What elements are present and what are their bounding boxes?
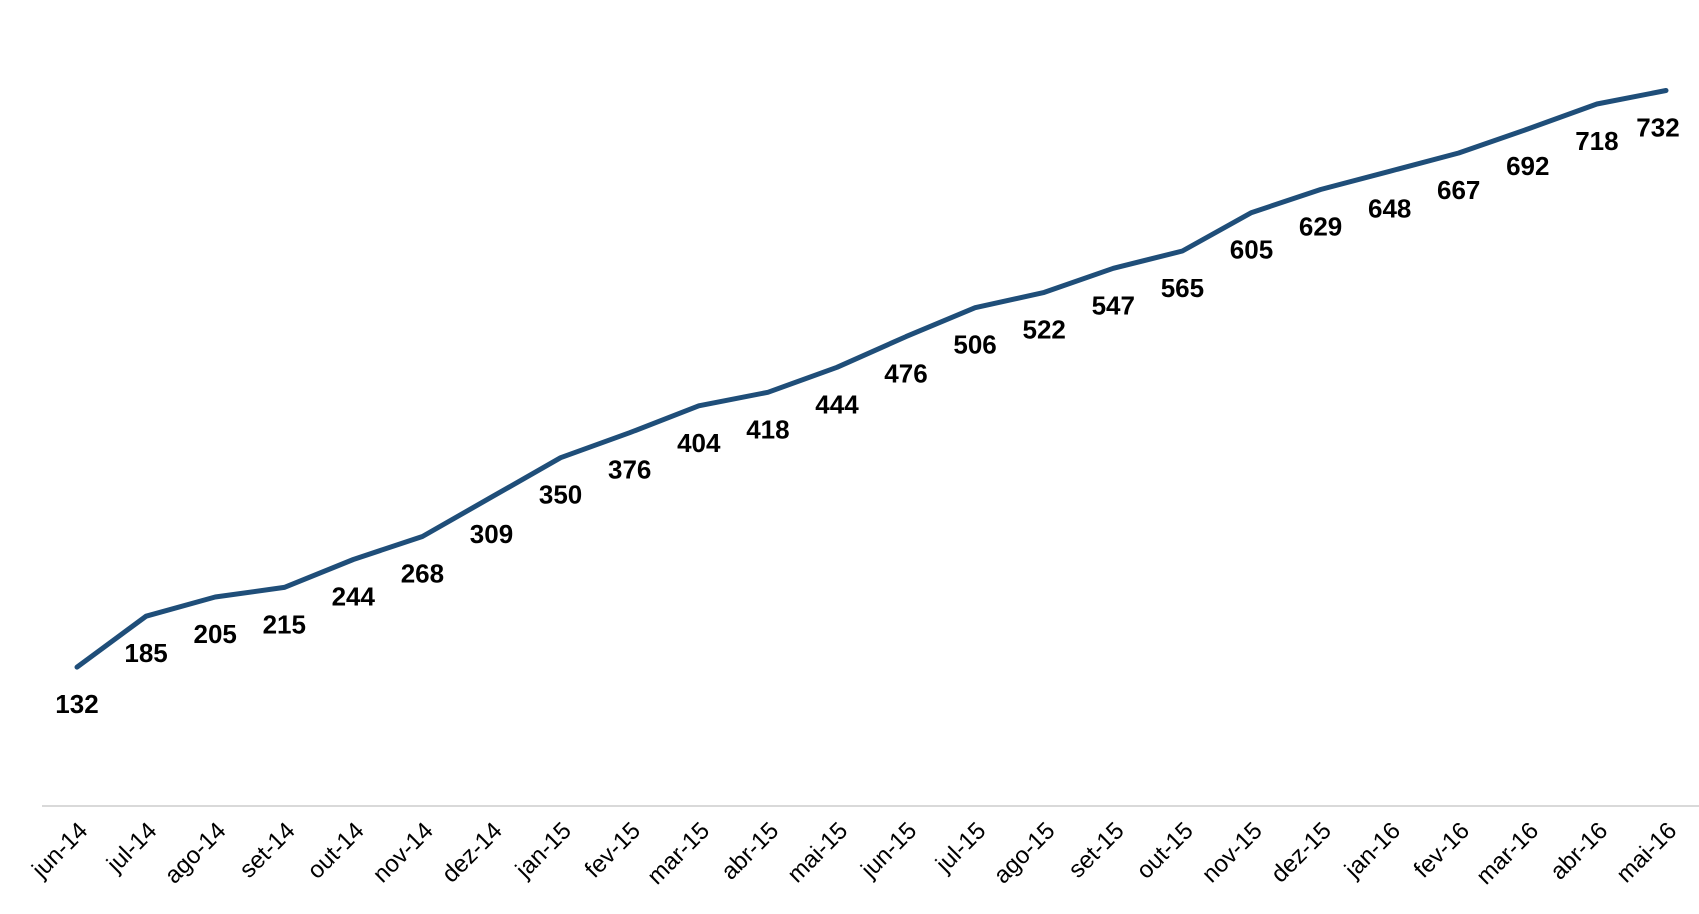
x-tick-label: jun-15	[855, 817, 922, 884]
data-label: 350	[539, 480, 582, 510]
data-label: 205	[194, 619, 237, 649]
series-line	[74, 88, 1669, 670]
data-label: 309	[470, 519, 513, 549]
x-tick-label: mai-15	[782, 817, 853, 888]
data-label: 376	[608, 455, 651, 485]
x-tick-label: jan-15	[510, 817, 577, 884]
data-labels: 132 185 205 215 244 268 309 350 376 404 418 444 476 5…	[55, 113, 1679, 720]
x-tick-label: abr-16	[1545, 817, 1613, 885]
x-tick-label: jan-16	[1339, 817, 1406, 884]
data-label: 444	[815, 389, 859, 419]
data-label: 132	[55, 689, 98, 719]
x-tick-label: jul-15	[930, 817, 991, 878]
data-label: 522	[1023, 314, 1066, 344]
x-tick-label: out-14	[302, 817, 369, 884]
data-label: 565	[1161, 273, 1204, 303]
data-label: 547	[1092, 290, 1135, 320]
data-label: 648	[1368, 193, 1411, 223]
data-label: 692	[1506, 151, 1549, 181]
x-tick-label: mai-16	[1611, 817, 1682, 888]
data-label: 605	[1230, 235, 1273, 265]
data-label: 244	[332, 582, 376, 612]
x-tick-label: mar-15	[642, 817, 715, 890]
x-tick-label: jul-14	[101, 817, 162, 878]
data-label: 185	[124, 638, 167, 668]
data-label: 732	[1636, 113, 1679, 143]
x-tick-label: fev-16	[1409, 817, 1475, 883]
x-tick-label: set-15	[1063, 817, 1129, 883]
x-tick-label: ago-15	[989, 817, 1061, 889]
x-tick-label: out-15	[1131, 817, 1198, 884]
x-tick-label: nov-15	[1197, 817, 1268, 888]
data-label: 629	[1299, 212, 1342, 242]
data-label: 718	[1575, 126, 1618, 156]
data-label: 215	[263, 609, 306, 639]
x-tick-label: dez-14	[437, 817, 508, 888]
x-tick-label: set-14	[234, 817, 300, 883]
data-label: 506	[953, 330, 996, 360]
x-tick-label: fev-15	[580, 817, 646, 883]
data-label: 667	[1437, 175, 1480, 205]
data-label: 476	[884, 359, 927, 389]
data-label: 418	[746, 414, 789, 444]
data-label: 404	[677, 428, 721, 458]
data-label: 268	[401, 559, 444, 589]
x-tick-label: abr-15	[716, 817, 784, 885]
x-tick-label: ago-14	[160, 817, 232, 889]
x-tick-label: nov-14	[368, 817, 439, 888]
x-tick-label: jun-14	[26, 817, 93, 884]
x-tick-label: dez-15	[1266, 817, 1337, 888]
x-tick-label: mar-16	[1471, 817, 1544, 890]
